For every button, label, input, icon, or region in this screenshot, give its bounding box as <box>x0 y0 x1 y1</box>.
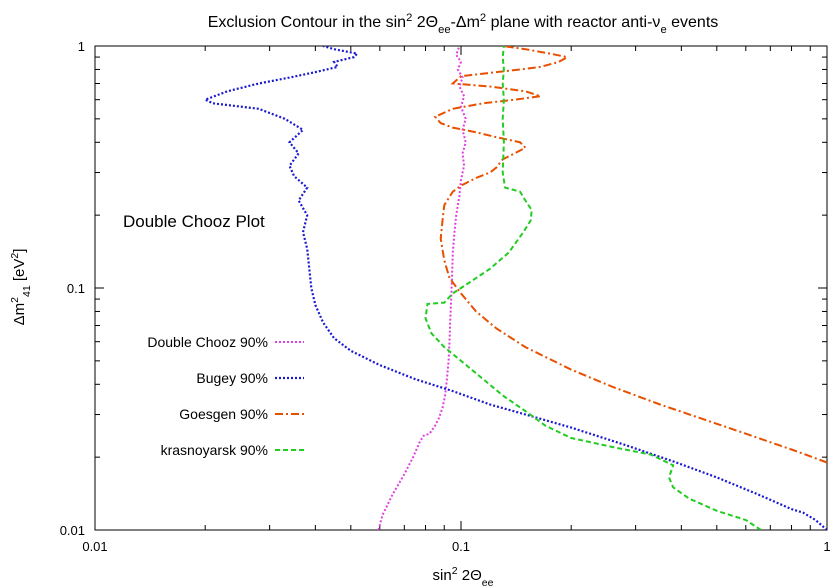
y-tick-label: 1 <box>78 39 85 54</box>
x-axis-label: sin2 2Θee <box>433 565 494 586</box>
text-part: 2 <box>406 12 412 24</box>
series-line-krasnoyarsk <box>424 46 762 530</box>
text-part: 2Θ <box>412 14 438 31</box>
y-tick-label: 0.01 <box>60 523 85 538</box>
text-part: e <box>660 24 666 36</box>
text-part: -Δm <box>451 14 480 31</box>
text-part: 2 <box>480 12 486 24</box>
text-part: [eV <box>11 259 28 286</box>
chart-annotation: Double Chooz Plot <box>123 212 265 231</box>
legend-label: Double Chooz 90% <box>147 334 268 350</box>
x-tick-label: 0.01 <box>82 539 107 554</box>
text-part: ee <box>438 24 450 36</box>
legend-label: krasnoyarsk 90% <box>161 442 268 458</box>
text-part: 2 <box>9 253 21 259</box>
legend: Double Chooz 90% Bugey 90% Goesgen 90% kras… <box>147 334 304 458</box>
series-line-goesgen <box>433 46 827 464</box>
axis-ticks: 0.01 0.1 1 0.01 0.1 1 <box>60 39 831 554</box>
text-part: 2 <box>9 297 21 303</box>
text-part: sin <box>433 567 452 584</box>
text-part: Δm <box>11 303 28 326</box>
legend-label: Bugey 90% <box>196 370 268 386</box>
text-part: plane with reactor anti-ν <box>486 14 660 31</box>
y-axis-label: Δm241 [eV2] <box>9 249 33 326</box>
text-part: events <box>667 14 719 31</box>
text-part: 41 <box>21 285 33 297</box>
chart-title: Exclusion Contour in the sin2 2Θee-Δm2 p… <box>208 12 719 36</box>
series-line-bugey <box>202 46 827 530</box>
text-part: ee <box>482 577 494 586</box>
y-tick-label: 0.1 <box>67 281 85 296</box>
x-tick-label: 1 <box>823 539 830 554</box>
text-part: 2 <box>452 565 458 577</box>
series-layer <box>202 46 827 530</box>
x-tick-label: 0.1 <box>452 539 470 554</box>
text-part: Exclusion Contour in the sin <box>208 14 406 31</box>
series-line-double <box>377 46 467 530</box>
text-part: ] <box>11 249 28 253</box>
text-part: 2Θ <box>458 567 482 584</box>
legend-label: Goesgen 90% <box>179 406 268 422</box>
